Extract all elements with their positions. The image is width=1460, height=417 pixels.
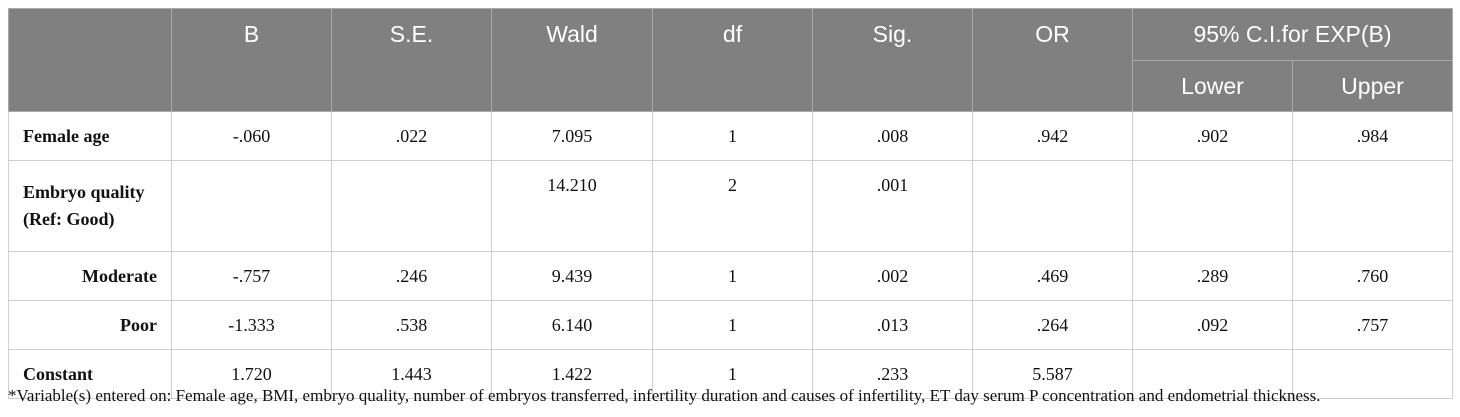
cell-sig: .013 — [812, 300, 973, 350]
cell-b — [171, 160, 332, 252]
row-label-line1: Embryo quality — [23, 182, 145, 202]
row-label: Constant — [8, 349, 172, 399]
table-footnote: *Variable(s) entered on: Female age, BMI… — [8, 386, 1321, 405]
row-label: Moderate — [8, 251, 172, 301]
cell-lower: .902 — [1132, 111, 1293, 161]
cell-wald: 7.095 — [491, 111, 653, 161]
cell-b: -.757 — [171, 251, 332, 301]
cell-upper: .984 — [1292, 111, 1453, 161]
cell-wald: 6.140 — [491, 300, 653, 350]
header-ci: 95% C.I.for EXP(B) — [1132, 8, 1453, 61]
table-row-female-age: Female age -.060 .022 7.095 1 .008 .942 … — [8, 111, 1453, 161]
cell-df: 1 — [652, 111, 813, 161]
table-row-poor: Poor -1.333 .538 6.140 1 .013 .264 .092 … — [8, 300, 1453, 350]
cell-lower: .092 — [1132, 300, 1293, 350]
cell-lower — [1132, 160, 1293, 252]
row-label: Female age — [8, 111, 172, 161]
cell-b: 1.720 — [171, 349, 332, 399]
cell-wald: 1.422 — [491, 349, 653, 399]
cell-or: 5.587 — [972, 349, 1133, 399]
row-label: Embryo quality (Ref: Good) — [8, 160, 172, 252]
cell-df: 2 — [652, 160, 813, 252]
cell-b: -.060 — [171, 111, 332, 161]
cell-sig: .002 — [812, 251, 973, 301]
cell-sig: .008 — [812, 111, 973, 161]
header-or: OR — [972, 8, 1133, 112]
row-label: Poor — [8, 300, 172, 350]
cell-wald: 9.439 — [491, 251, 653, 301]
cell-or — [972, 160, 1133, 252]
table-body: Female age -.060 .022 7.095 1 .008 .942 … — [8, 111, 1453, 399]
cell-se: .022 — [331, 111, 492, 161]
cell-se: .538 — [331, 300, 492, 350]
header-df: df — [652, 8, 813, 112]
header-se: S.E. — [331, 8, 492, 112]
cell-se: .246 — [331, 251, 492, 301]
header-lower: Lower — [1132, 60, 1293, 112]
cell-upper: .757 — [1292, 300, 1453, 350]
header-b: B — [171, 8, 332, 112]
cell-df: 1 — [652, 251, 813, 301]
cell-sig: .001 — [812, 160, 973, 252]
table-header: B S.E. Wald df Sig. OR 95% C.I.for EXP(B… — [8, 8, 1453, 112]
regression-table: B S.E. Wald df Sig. OR 95% C.I.for EXP(B… — [8, 8, 1453, 399]
row-label-line2: (Ref: Good) — [23, 209, 115, 229]
header-wald: Wald — [491, 8, 653, 112]
cell-b: -1.333 — [171, 300, 332, 350]
cell-wald: 14.210 — [491, 160, 653, 252]
cell-upper — [1292, 160, 1453, 252]
cell-or: .264 — [972, 300, 1133, 350]
table-row-constant: Constant 1.720 1.443 1.422 1 .233 5.587 — [8, 349, 1453, 399]
cell-or: .469 — [972, 251, 1133, 301]
header-sig: Sig. — [812, 8, 973, 112]
cell-se — [331, 160, 492, 252]
header-upper: Upper — [1292, 60, 1453, 112]
table-row-embryo-quality: Embryo quality (Ref: Good) 14.210 2 .001 — [8, 160, 1453, 252]
cell-upper: .760 — [1292, 251, 1453, 301]
header-blank — [8, 8, 172, 112]
cell-or: .942 — [972, 111, 1133, 161]
cell-upper — [1292, 349, 1453, 399]
cell-lower: .289 — [1132, 251, 1293, 301]
cell-sig: .233 — [812, 349, 973, 399]
table-row-moderate: Moderate -.757 .246 9.439 1 .002 .469 .2… — [8, 251, 1453, 301]
cell-df: 1 — [652, 300, 813, 350]
